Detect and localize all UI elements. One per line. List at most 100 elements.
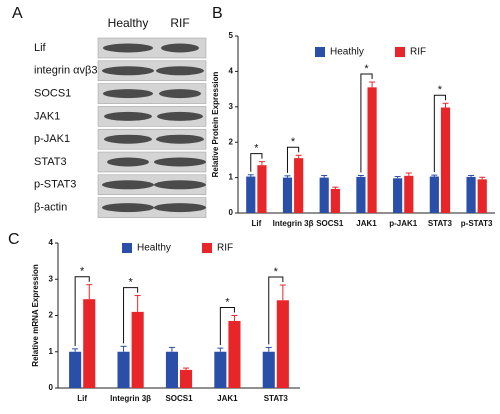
bar xyxy=(257,165,267,213)
blot-band xyxy=(102,180,154,190)
error-bar xyxy=(442,102,449,108)
blot-band xyxy=(159,89,201,99)
blot-band xyxy=(157,111,203,121)
y-tick-label: 4 xyxy=(229,67,234,76)
x-tick-label: JAK1 xyxy=(356,219,377,228)
legend-label: Healthy xyxy=(137,243,171,254)
y-axis-title: Relative Protein Expression xyxy=(211,71,220,177)
error-bar xyxy=(72,348,79,352)
bar xyxy=(214,351,227,388)
blot-band xyxy=(161,43,199,53)
x-tick-label: SOCS1 xyxy=(316,219,344,228)
bar xyxy=(180,369,193,388)
row-label: p-STAT3 xyxy=(34,179,76,191)
significance-label: * xyxy=(254,143,259,155)
y-tick-label: 0 xyxy=(49,383,54,392)
error-bar xyxy=(134,295,141,312)
y-tick-label: 3 xyxy=(49,274,54,283)
error-bar xyxy=(431,174,438,177)
error-bar xyxy=(479,176,486,180)
significance-label: * xyxy=(128,276,133,288)
blot-band xyxy=(154,180,206,190)
error-bar xyxy=(86,284,93,300)
chart: C Relative mRNA Expression 0 1 2 3 4 Lif * Integr… xyxy=(8,231,300,403)
error-bar xyxy=(258,161,265,166)
blot-band xyxy=(154,157,206,167)
row-label: Lif xyxy=(34,42,47,54)
blot-band xyxy=(104,134,152,144)
row-label: STAT3 xyxy=(34,156,67,168)
bar xyxy=(69,351,82,388)
bar xyxy=(440,107,451,213)
significance-label: * xyxy=(291,136,296,148)
x-tick-label: JAK1 xyxy=(217,394,238,403)
row-label: p-JAK1 xyxy=(34,133,70,145)
bar xyxy=(282,177,293,213)
bar xyxy=(356,176,366,213)
x-tick-label: Integrin 3β xyxy=(273,219,314,228)
error-bar xyxy=(168,346,175,352)
legend-swatch xyxy=(202,243,212,253)
significance-bracket xyxy=(123,287,139,344)
row-label: integrin αvβ3 xyxy=(34,65,97,77)
bar xyxy=(131,311,144,388)
y-tick-label: 5 xyxy=(229,31,234,40)
bar xyxy=(319,177,329,213)
y-tick-label: 0 xyxy=(229,208,234,217)
legend-swatch xyxy=(315,47,325,57)
x-tick-label: Lif xyxy=(77,394,87,403)
error-bar xyxy=(357,174,364,177)
bar xyxy=(330,188,340,213)
error-bar xyxy=(284,175,291,178)
legend-label: RIF xyxy=(410,47,426,58)
significance-bracket xyxy=(74,276,90,346)
error-bar xyxy=(332,186,339,189)
panel-label: C xyxy=(8,231,20,248)
blot-band xyxy=(156,134,204,144)
row-label: JAK1 xyxy=(34,110,60,122)
bar xyxy=(477,179,487,213)
blot-band xyxy=(103,43,153,53)
error-bar xyxy=(265,346,272,352)
error-bar xyxy=(217,347,224,352)
blot-band xyxy=(104,111,152,121)
error-bar xyxy=(183,367,190,370)
x-tick-label: Lif xyxy=(251,219,261,228)
significance-label: * xyxy=(438,84,443,96)
western-blot: A Healthy RIF Lif integrin αvβ3 SOCS1 JAK1 p-J… xyxy=(12,5,207,218)
x-tick-label: p-STAT3 xyxy=(461,219,493,228)
bar xyxy=(83,299,96,388)
row-label: β-actin xyxy=(34,202,67,214)
chart: B Relative Protein Expression 0 1 2 3 4 5 Lif * In… xyxy=(211,5,495,228)
y-tick-label: 1 xyxy=(229,173,234,182)
significance-label: * xyxy=(225,296,230,308)
error-bar xyxy=(321,174,328,178)
bar xyxy=(117,351,130,388)
legend-swatch xyxy=(122,243,132,253)
legend-label: RIF xyxy=(217,243,233,254)
bar xyxy=(404,175,414,213)
y-tick-label: 2 xyxy=(49,311,54,320)
x-tick-label: STAT3 xyxy=(264,394,289,403)
error-bar xyxy=(279,284,286,301)
error-bar xyxy=(295,154,302,159)
legend-label: Heathly xyxy=(330,47,364,58)
y-tick-label: 4 xyxy=(49,238,54,247)
significance-bracket xyxy=(286,146,300,173)
panel-label: A xyxy=(12,5,23,22)
bar xyxy=(393,178,403,213)
bar xyxy=(276,300,289,388)
x-tick-label: STAT3 xyxy=(428,219,453,228)
significance-label: * xyxy=(274,266,279,278)
significance-bracket xyxy=(433,94,447,173)
blot-band xyxy=(107,157,149,167)
bar xyxy=(228,320,241,388)
blot-band xyxy=(154,203,206,213)
error-bar xyxy=(231,315,238,321)
y-tick-label: 3 xyxy=(229,102,234,111)
legend-swatch xyxy=(395,47,405,57)
significance-bracket xyxy=(268,276,284,345)
bar xyxy=(262,351,275,388)
bar xyxy=(466,176,476,213)
error-bar xyxy=(394,176,401,179)
